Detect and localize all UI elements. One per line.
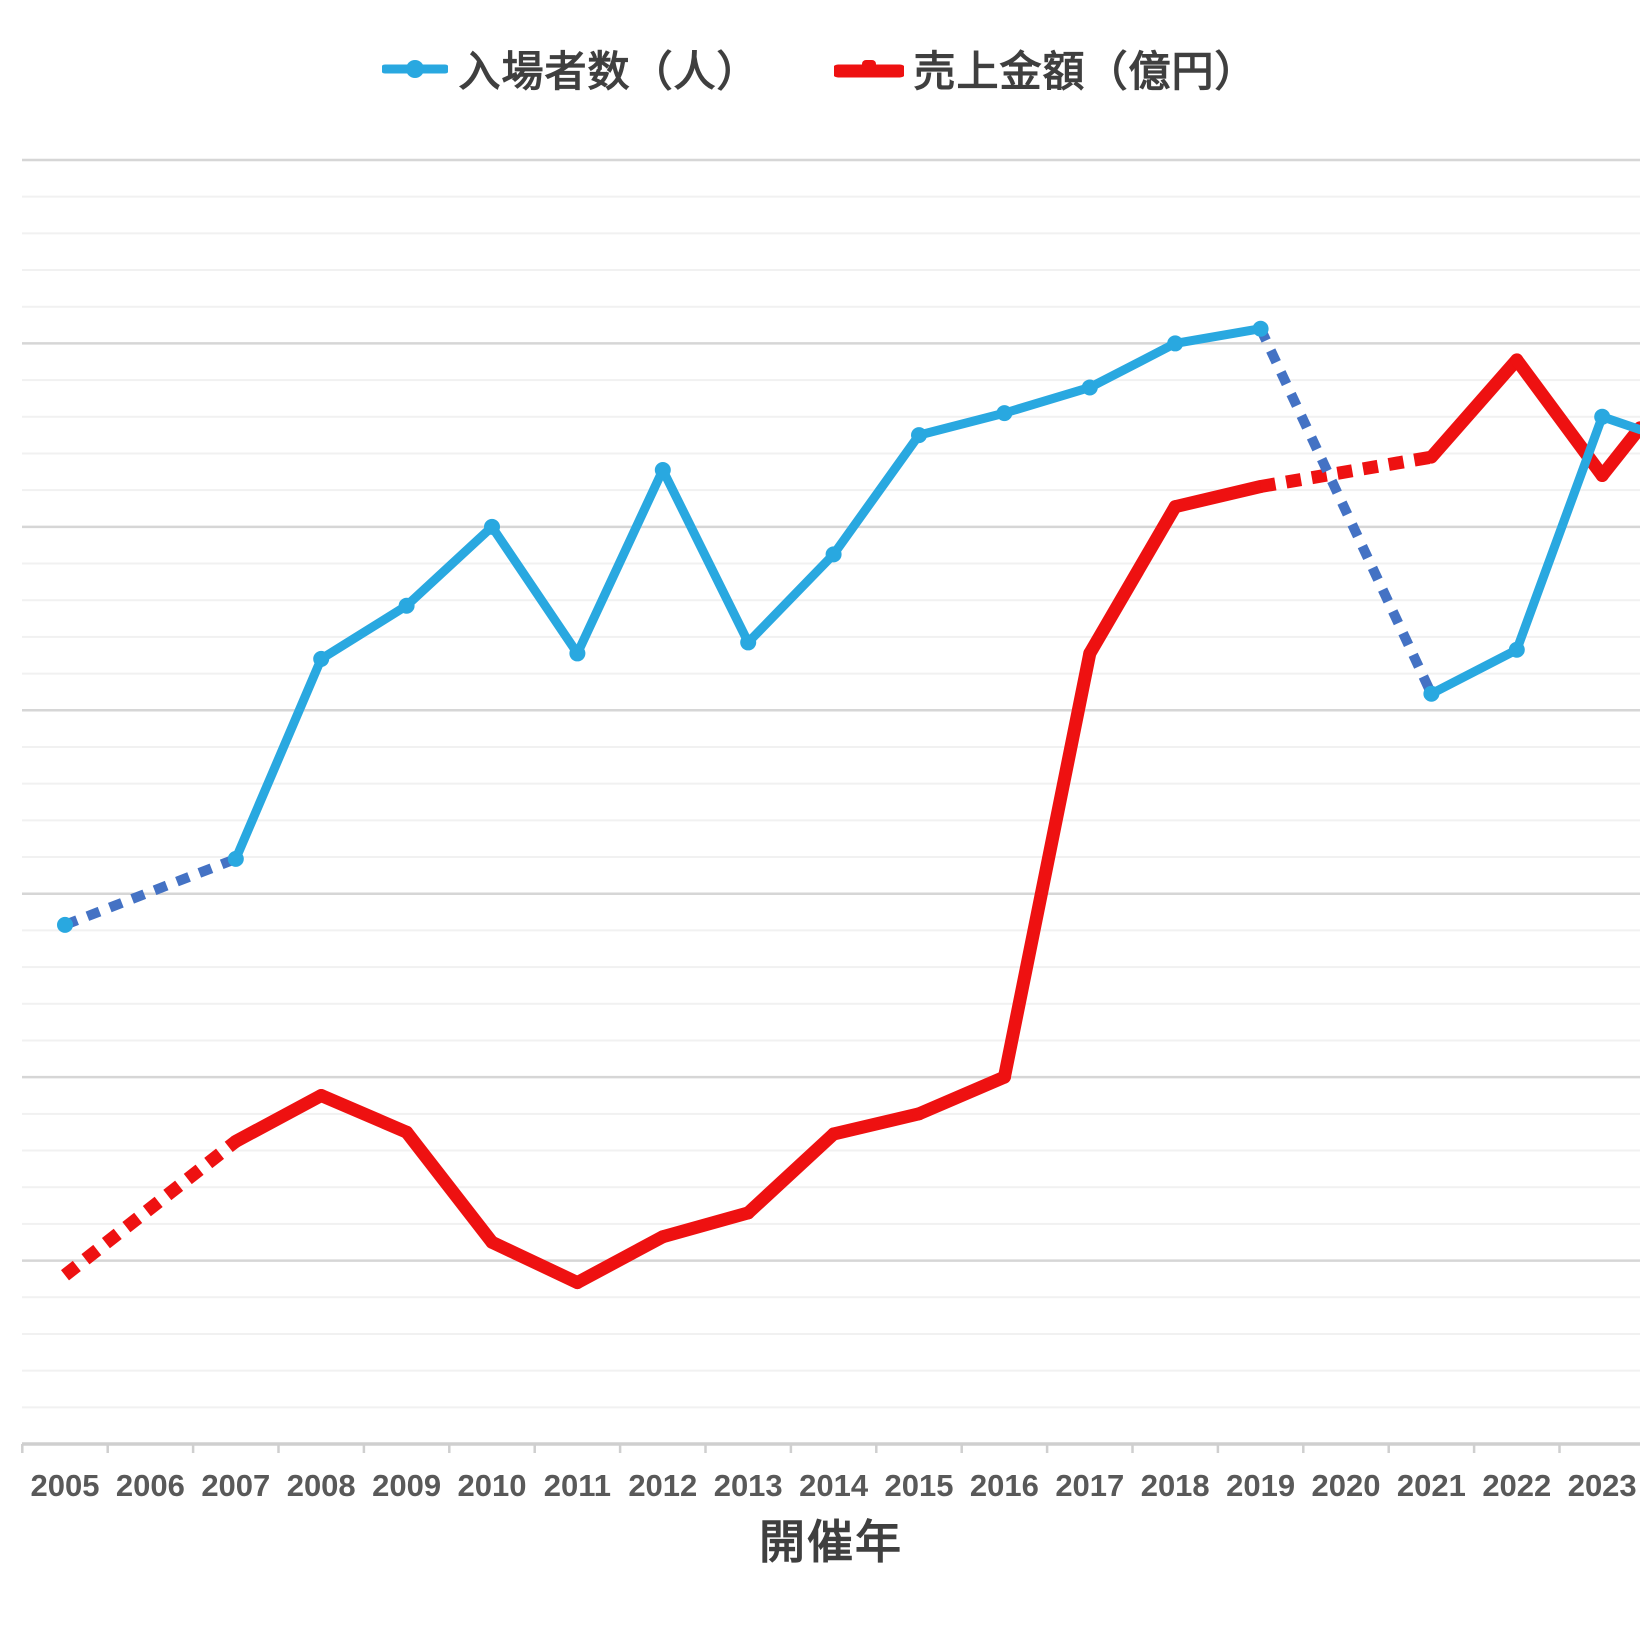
x-tick-label: 2022 [1482,1468,1551,1503]
series-visitors-line-marker [654,461,671,478]
series-sales-line-segment [1168,479,1268,514]
series-visitors-line-segment [1512,412,1607,655]
x-tick-label: 2020 [1312,1468,1381,1503]
series-sales-line-segment [570,1230,670,1290]
series-visitors-line-segment [914,408,1009,440]
x-tick-label: 2012 [628,1468,697,1503]
series-visitors-line-segment [487,522,582,658]
series-visitors-line-segment [829,430,924,559]
series-visitors-line-segment [572,465,668,658]
series-visitors-line-segment [1170,324,1266,348]
series-sales-line-edge-segment [1595,421,1640,482]
x-axis [21,1442,1640,1453]
series-visitors-line-segment [1085,338,1180,392]
legend-item-visitors: 入場者数（人） [382,38,759,99]
series-visitors-line-segment [743,549,839,647]
series-visitors-line-marker [1167,335,1184,352]
series-sales-line-segment [912,1070,1011,1121]
visitors-legend-marker-icon [382,59,449,78]
series-sales-line [60,353,1640,1290]
x-tick-label: 2006 [116,1468,185,1503]
series-visitors-line-segment [658,465,753,647]
series-visitors-line-marker [996,405,1013,422]
sales-legend-marker-icon [833,59,904,77]
series-visitors-line-marker [569,645,586,662]
series-visitors-line-marker [740,634,757,651]
series-visitors-line-marker [911,427,927,444]
series-visitors-line-marker [1508,641,1525,658]
series-visitors-line-segment [1426,645,1522,699]
x-tick-label: 2005 [31,1468,100,1503]
series-visitors-line-segment [402,522,497,611]
x-tick-label: 2008 [287,1468,356,1503]
x-tick-label: 2016 [970,1468,1039,1503]
series-visitors-line-marker [227,850,244,867]
series-sales-line-segment [400,1125,499,1249]
x-tick-label: 2010 [458,1468,527,1503]
legend-item-sales: 売上金額（億円） [833,38,1258,99]
x-tick-label: 2011 [544,1468,611,1503]
series-visitors-line-segment [316,601,412,664]
series-sales-line-segment [656,1206,755,1244]
x-tick-label: 2007 [201,1468,270,1503]
series-visitors-line-marker [825,546,842,563]
series-visitors-line-marker [313,650,330,667]
series-visitors-line-marker [1252,320,1269,337]
x-tick-label: 2021 [1397,1468,1466,1503]
series-sales-line-dashed-segment [60,1136,240,1281]
series-visitors-line-marker [1423,685,1440,702]
x-tick-label: 2019 [1226,1468,1295,1503]
x-tick-label: 2017 [1055,1468,1124,1503]
series-visitors-line-marker [484,518,500,535]
x-axis-title: 開催年 [759,1516,903,1568]
series-sales-line-dashed-segment [1259,450,1433,493]
legend-label-sales: 売上金額（億円） [913,48,1258,95]
x-tick-label: 2018 [1141,1468,1210,1503]
series-sales-line-segment [997,646,1097,1084]
series-visitors-line-segment [231,654,326,864]
series-sales-line-segment [741,1127,841,1220]
x-tick-label: 2009 [372,1468,441,1503]
x-tick-label: 2023 [1568,1468,1637,1503]
series-visitors-line-marker [1594,408,1611,425]
x-tick-label: 2013 [714,1468,783,1503]
gridlines [22,158,1640,1409]
series-visitors-line-marker [1081,379,1098,396]
series-sales-line-segment [1083,500,1182,660]
series-visitors-line [57,320,1640,933]
x-tick-label: 2014 [799,1468,869,1503]
series-sales-line-segment [314,1088,414,1139]
series-visitors-line-dashed-segment [63,854,238,930]
series-sales-line-segment [827,1107,926,1141]
series-visitors-line-marker [398,597,415,614]
series-visitors-line-segment [999,382,1095,418]
x-tick-labels: 2005 2006 2007 2008 2009 2010 2011 2012 2013 2014… [31,1468,1637,1503]
series-sales-line-segment [1424,353,1524,464]
series-sales-line-segment [229,1088,328,1148]
series-visitors-line-marker [57,916,73,933]
legend: 入場者数（人） 売上金額（億円） [0,38,1640,99]
series-visitors-line-dashed-segment [1256,326,1436,696]
series-sales-line-segment [485,1235,584,1290]
x-tick-label: 2015 [885,1468,954,1503]
legend-label-visitors: 入場者数（人） [458,48,760,95]
